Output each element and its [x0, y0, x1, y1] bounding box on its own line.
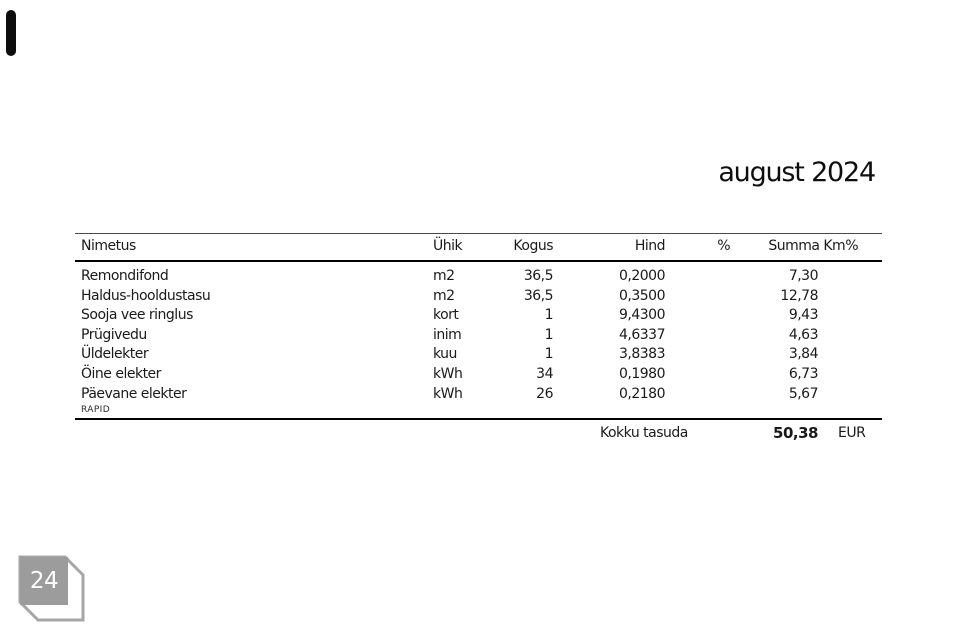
cell-unit: m2 — [433, 268, 455, 284]
omr-corner-mark — [6, 10, 16, 56]
cell-price: 9,4300 — [619, 307, 666, 324]
cell-unit: inim — [433, 326, 462, 343]
cell-sum: 4,63 — [788, 326, 819, 343]
cell-name: Haldus-hooldustasu — [81, 287, 211, 304]
cell-name: Remondifond — [81, 268, 169, 284]
cell-pct — [667, 306, 732, 326]
cell-pct — [667, 365, 732, 385]
cell-sum: 5,67 — [788, 385, 819, 402]
cell-pct — [667, 345, 732, 365]
table-row: Üldelekter kuu 1 3,8383 3,84 — [75, 345, 882, 365]
page-number-badge: 24 — [18, 555, 90, 627]
cell-pct — [667, 287, 732, 307]
table-top-rule — [75, 233, 882, 234]
table-row: Päevane elekter kWh 26 0,2180 5,67 — [75, 385, 882, 405]
cell-price: 0,2180 — [619, 385, 666, 402]
document-period-title: august 2024 — [718, 157, 876, 188]
total-row: Kokku tasuda 50,38 EUR — [75, 420, 882, 448]
cell-qty: 1 — [544, 346, 554, 363]
table-header-row: Nimetus Ühik Kogus Hind % Summa Km% — [75, 234, 882, 260]
cell-qty: 26 — [536, 385, 553, 402]
header-nimetus: Nimetus — [81, 238, 136, 254]
cell-price: 3,8383 — [619, 346, 666, 363]
cell-price: 0,2000 — [619, 268, 666, 284]
cell-pct — [667, 267, 732, 287]
cell-unit: kWh — [433, 385, 463, 402]
table-row: Prügivedu inim 1 4,6337 4,63 — [75, 326, 882, 346]
page-badge-graphic — [18, 555, 85, 622]
table-row: Öine elekter kWh 34 0,1980 6,73 — [75, 365, 882, 385]
cell-unit: kWh — [433, 365, 463, 382]
table-row: Sooja vee ringlus kort 1 9,4300 9,43 — [75, 306, 882, 326]
cell-pct — [667, 326, 732, 346]
total-currency: EUR — [838, 425, 866, 442]
cell-qty: 36,5 — [523, 287, 554, 304]
total-amount: 50,38 — [773, 424, 818, 443]
cell-name: Üldelekter — [81, 346, 149, 363]
cell-sum: 6,73 — [788, 365, 819, 382]
table-body: Remondifond m2 36,5 0,2000 7,30 Haldus-h… — [75, 262, 882, 404]
cell-sum: 3,84 — [788, 346, 819, 363]
cell-sum: 7,30 — [788, 268, 819, 284]
cell-unit: kuu — [433, 346, 457, 363]
page-number-text: 24 — [29, 568, 59, 594]
footnote-rapid: RAPID — [81, 405, 111, 416]
header-hind: Hind — [634, 238, 666, 254]
cell-qty: 34 — [536, 365, 553, 382]
cell-pct — [667, 385, 732, 405]
total-label: Kokku tasuda — [600, 425, 688, 442]
cell-qty: 36,5 — [523, 268, 554, 284]
cell-name: Sooja vee ringlus — [81, 307, 193, 324]
page-badge-square — [20, 557, 68, 605]
table-row: Haldus-hooldustasu m2 36,5 0,3500 12,78 — [75, 287, 882, 307]
cell-sum: 9,43 — [788, 307, 819, 324]
header-percent: % — [717, 238, 730, 254]
cell-name: Öine elekter — [81, 365, 161, 382]
charges-table: Nimetus Ühik Kogus Hind % Summa Km% Remo… — [75, 233, 882, 448]
cell-price: 0,3500 — [619, 287, 666, 304]
cell-price: 4,6337 — [619, 326, 666, 343]
table-row: Remondifond m2 36,5 0,2000 7,30 — [75, 267, 882, 287]
cell-qty: 1 — [544, 326, 554, 343]
cell-qty: 1 — [544, 307, 554, 324]
cell-price: 0,1980 — [619, 365, 666, 382]
cell-unit: m2 — [433, 287, 455, 304]
cell-name: Prügivedu — [81, 326, 147, 343]
cell-unit: kort — [433, 307, 459, 324]
header-underline-rule — [75, 260, 882, 262]
cell-sum: 12,78 — [780, 287, 818, 304]
cell-name: Päevane elekter — [81, 385, 187, 402]
table-bottom-rule — [75, 418, 882, 421]
header-summa-km: Summa Km% — [768, 238, 858, 254]
header-uhik: Ühik — [433, 238, 463, 254]
header-kogus: Kogus — [513, 238, 553, 254]
